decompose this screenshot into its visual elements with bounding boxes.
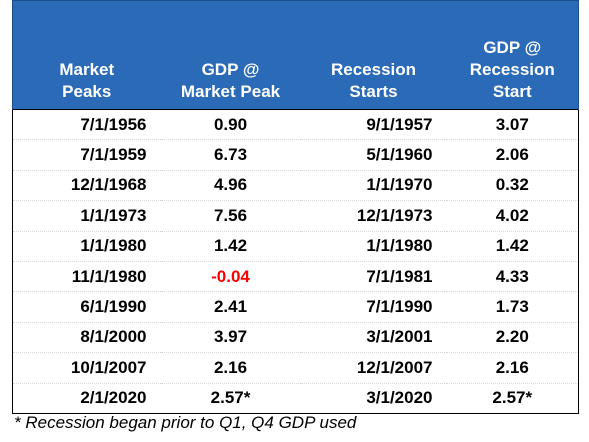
header-line: Start (492, 82, 532, 101)
table-cell: 2/1/2020 (12, 383, 161, 414)
table-cell: 4.33 (446, 261, 579, 293)
table-cell: 2.57* (160, 383, 301, 414)
table-cell: 1/1/1980 (12, 231, 161, 262)
table-row: 7/1/1956 0.90 9/1/1957 3.07 (12, 108, 579, 141)
header-line: Peaks (62, 82, 112, 101)
table-cell: -0.04 (160, 261, 301, 293)
table-row: 6/1/1990 2.41 7/1/1990 1.73 (12, 291, 579, 323)
table-cell: 12/1/2007 (300, 352, 447, 384)
table-cell: 3.97 (160, 322, 301, 354)
table-cell: 4.96 (160, 170, 301, 202)
table-cell: 2.57* (446, 383, 579, 414)
header-line: GDP @ (201, 60, 260, 79)
table-cell: 7/1/1959 (12, 139, 161, 171)
table-cell: 1/1/1973 (12, 200, 161, 232)
table-cell: 1/1/1980 (300, 231, 447, 262)
table-cell: 0.32 (446, 170, 579, 202)
table-cell: 12/1/1968 (12, 170, 161, 202)
header-line: Starts (349, 82, 398, 101)
table-cell: 2.16 (160, 352, 301, 384)
table-cell: 2.41 (160, 291, 301, 323)
table-cell: 6/1/1990 (12, 291, 161, 323)
table-cell: 2.06 (446, 139, 579, 171)
header-cell: Market Peaks (12, 0, 161, 110)
table-cell: 7/1/1956 (12, 108, 161, 141)
header-cell: GDP @ Market Peak (160, 0, 301, 110)
table-cell: 3/1/2020 (300, 383, 447, 414)
table-cell: 5/1/1960 (300, 139, 447, 171)
table-cell: 1/1/1970 (300, 170, 447, 202)
table-cell: 9/1/1957 (300, 108, 447, 141)
table-cell: 2.16 (446, 352, 579, 384)
table-cell: 11/1/1980 (12, 261, 161, 293)
table-row: 2/1/2020 2.57* 3/1/2020 2.57* (12, 383, 579, 414)
table-cell: 10/1/2007 (12, 352, 161, 384)
table-cell: 3.07 (446, 108, 579, 141)
footnote: * Recession began prior to Q1, Q4 GDP us… (14, 413, 357, 432)
header-line: GDP @ (483, 38, 542, 57)
table-cell: 7/1/1990 (300, 291, 447, 323)
table-cell: 3/1/2001 (300, 322, 447, 354)
table-cell: 7.56 (160, 200, 301, 232)
header-line: Recession (330, 60, 417, 79)
header-line: Market (59, 60, 115, 79)
table-row: 11/1/1980 -0.04 7/1/1981 4.33 (12, 261, 579, 293)
table-row: 8/1/2000 3.97 3/1/2001 2.20 (12, 322, 579, 354)
table-cell: 4.02 (446, 200, 579, 232)
table-row: 1/1/1973 7.56 12/1/1973 4.02 (12, 200, 579, 232)
table-cell: 12/1/1973 (300, 200, 447, 232)
table-row: 10/1/2007 2.16 12/1/2007 2.16 (12, 352, 579, 384)
header-cell: Recession Starts (300, 0, 447, 110)
header-line: Recession (469, 60, 555, 79)
table-cell: 1.42 (446, 231, 579, 262)
table-cell: 8/1/2000 (12, 322, 161, 354)
table-cell: 6.73 (160, 139, 301, 171)
table-row: 12/1/1968 4.96 1/1/1970 0.32 (12, 170, 579, 202)
header-cell: GDP @ Recession Start (446, 0, 579, 110)
table-cell: 7/1/1981 (300, 261, 447, 293)
gdp-table-container: Market Peaks GDP @ Market Peak Recession Star… (12, 0, 579, 414)
table-cell: 1.73 (446, 291, 579, 323)
table-cell: 0.90 (160, 108, 301, 141)
table-cell: 1.42 (160, 231, 301, 262)
header-line: Market Peak (180, 82, 281, 101)
gdp-table: Market Peaks GDP @ Market Peak Recession Star… (12, 0, 579, 414)
table-cell: 2.20 (446, 322, 579, 354)
table-body: 7/1/1956 0.90 9/1/1957 3.07 7/1/1959 6.73 5/1/… (12, 108, 579, 414)
table-header: Market Peaks GDP @ Market Peak Recession Star… (12, 0, 579, 110)
table-row: 7/1/1959 6.73 5/1/1960 2.06 (12, 139, 579, 171)
table-row: 1/1/1980 1.42 1/1/1980 1.42 (12, 231, 579, 262)
